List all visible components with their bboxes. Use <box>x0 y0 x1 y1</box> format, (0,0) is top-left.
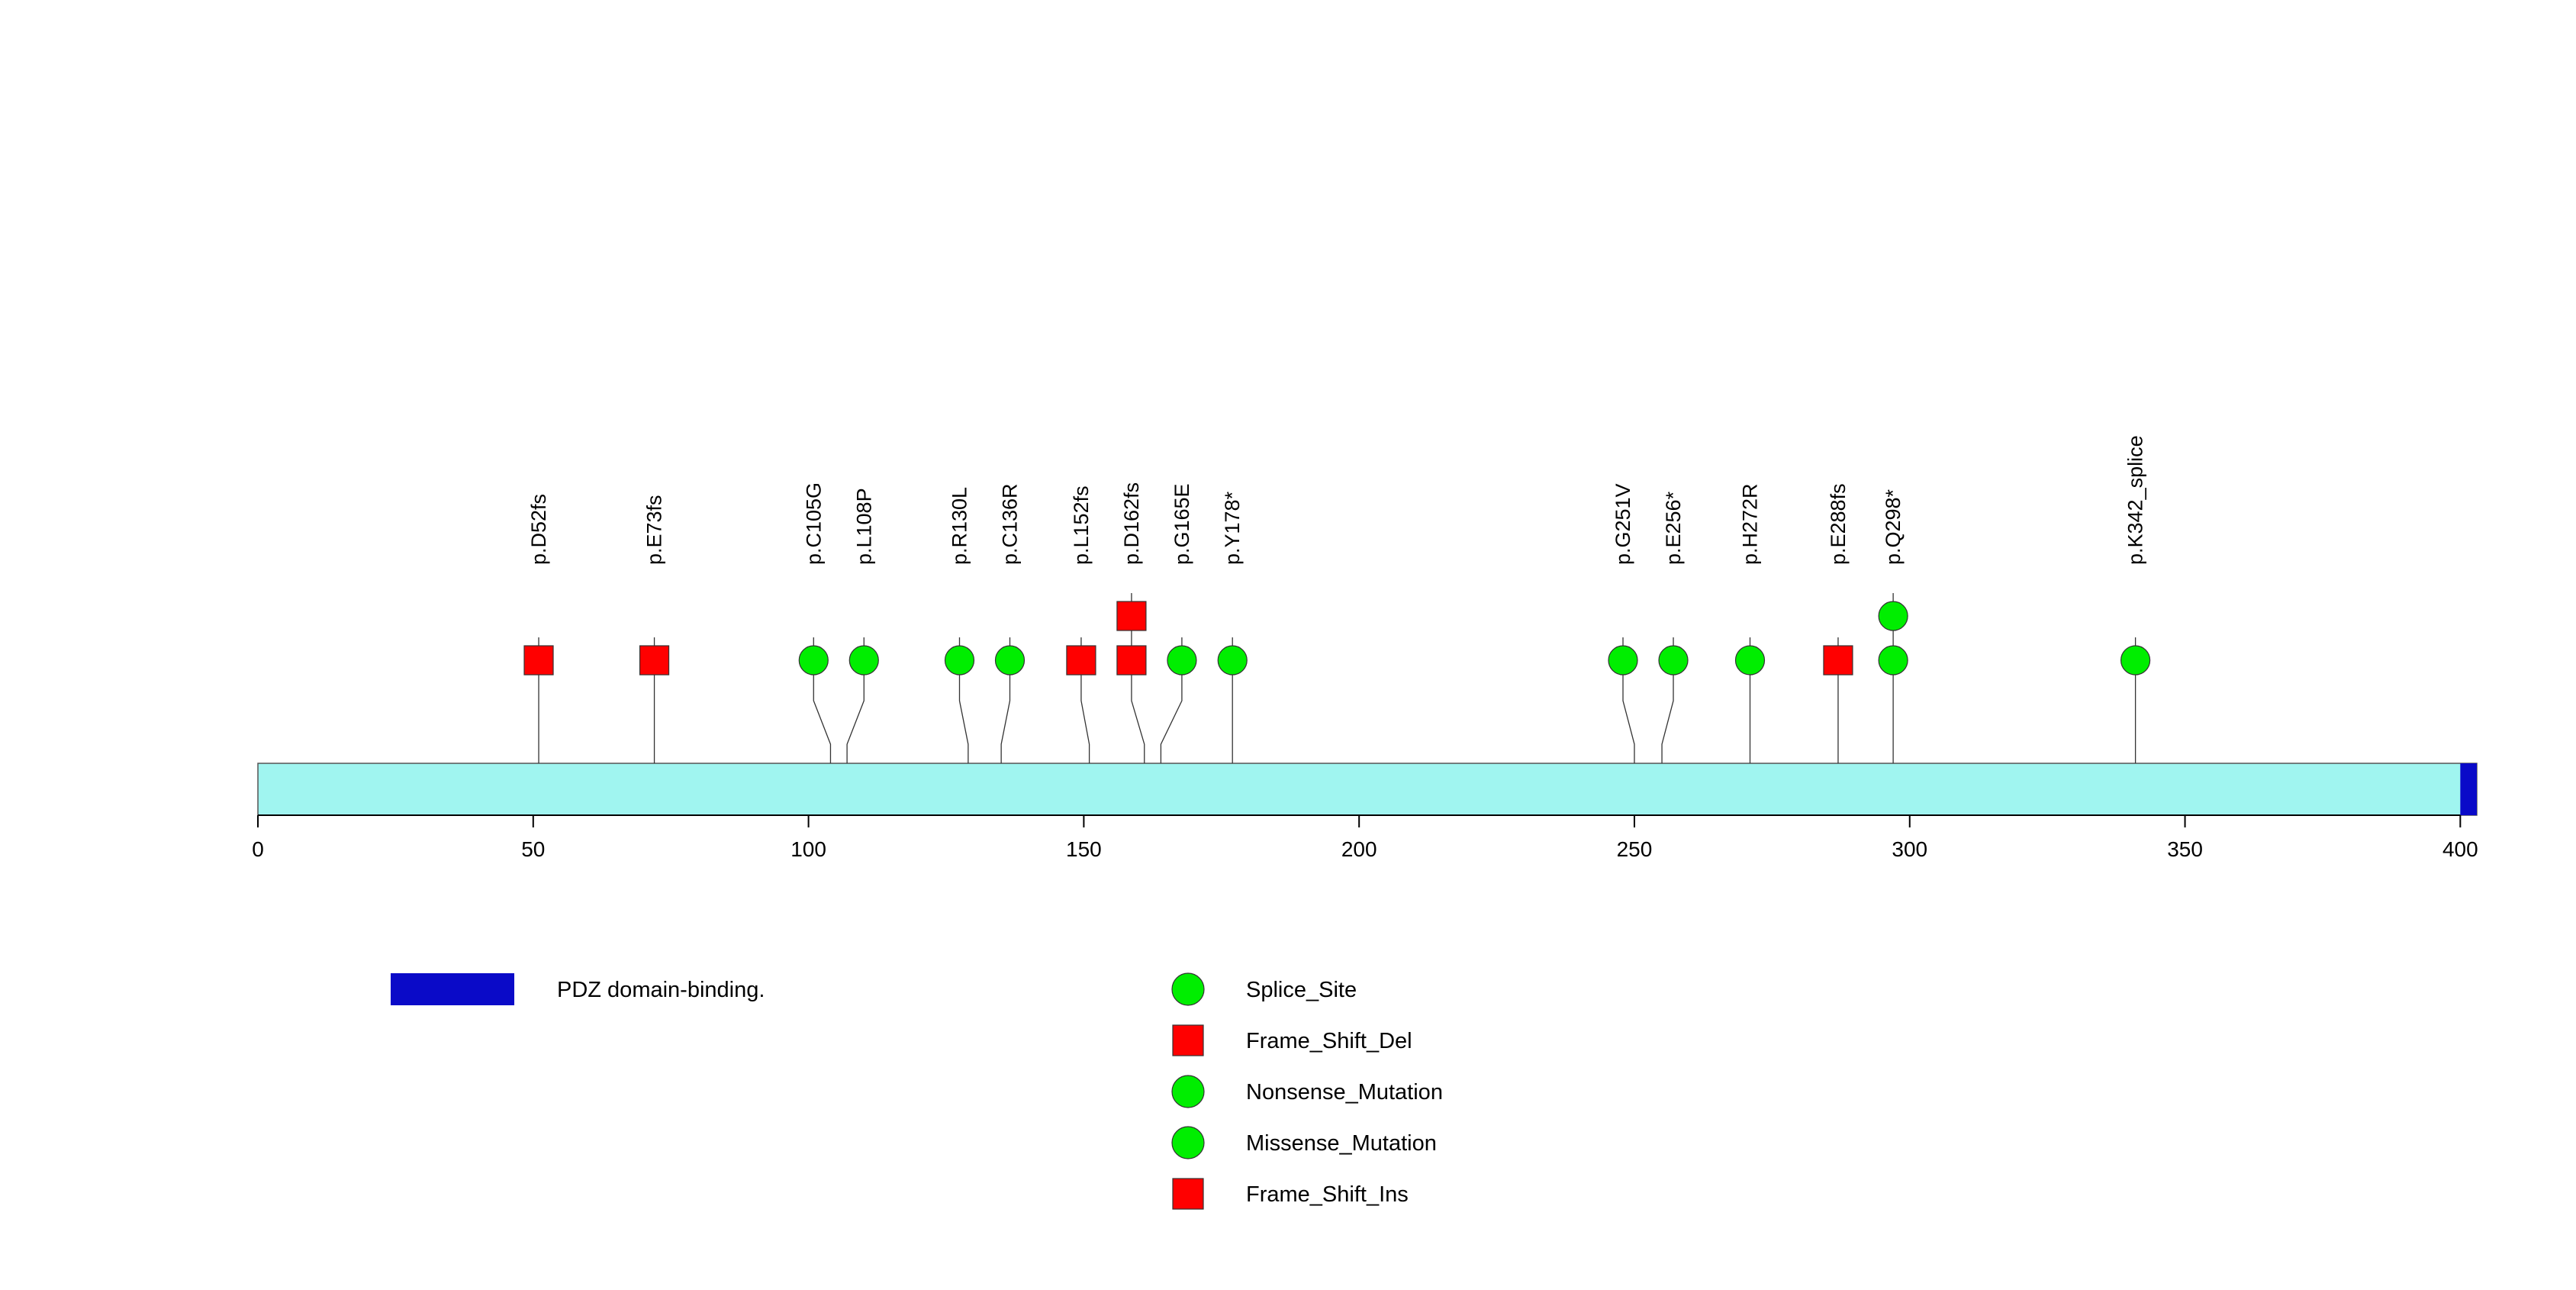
x-tick-label-150: 150 <box>1066 837 1102 861</box>
mutation-marker-circle <box>1217 645 1248 676</box>
mutation-lollipops: p.D52fs p.E73fs p.C105G p.L108P p.R130L p.C13… <box>523 435 2151 763</box>
mutation-marker-circle <box>994 645 1026 676</box>
legend-label: Missense_Mutation <box>1246 1131 1437 1156</box>
protein-backbone-group <box>257 763 2478 816</box>
x-tick-label-300: 300 <box>1892 837 1927 861</box>
mutation-marker-circle <box>1608 645 1638 676</box>
mutation-14: p.Q298* <box>1878 489 1908 763</box>
legend-label: Splice_Site <box>1246 978 1357 1002</box>
mutation-label: p.E73fs <box>643 495 666 565</box>
x-tick-label-0: 0 <box>252 837 264 861</box>
legend-marker-circle <box>1171 1075 1205 1108</box>
x-tick-label-400: 400 <box>2442 837 2478 861</box>
mutation-marker-square <box>523 645 554 676</box>
legend-marker-square <box>1172 1178 1204 1210</box>
x-tick-label-350: 350 <box>2167 837 2203 861</box>
mutation-2: p.C105G <box>798 482 832 763</box>
mutation-label: p.G165E <box>1170 483 1193 565</box>
mutation-marker-circle <box>1734 645 1766 676</box>
mutation-1: p.E73fs <box>639 495 670 763</box>
legend-marker-circle <box>1171 1126 1205 1159</box>
mutation-label: p.Q298* <box>1882 489 1905 565</box>
mutation-marker-circle <box>1878 645 1908 676</box>
mutation-label: p.E288fs <box>1827 483 1850 565</box>
mutation-label: p.L108P <box>852 488 875 565</box>
x-axis: 0 50 100 150 200 250 300 350 400 <box>252 814 2478 861</box>
legend-item-2: Nonsense_Mutation <box>1171 1075 1443 1108</box>
mutation-7: p.D162fs <box>1116 482 1147 763</box>
mutation-label: p.H272R <box>1739 483 1762 565</box>
legend: PDZ domain-binding. Splice_Site Frame_Shif… <box>391 972 1443 1210</box>
mutation-label: p.Y178* <box>1221 491 1244 565</box>
mutation-label: p.D52fs <box>527 494 550 565</box>
mutation-15: p.K342_splice <box>2120 435 2151 763</box>
mutation-0: p.D52fs <box>523 494 554 763</box>
legend-domain-swatch <box>391 973 514 1005</box>
x-tick-label-100: 100 <box>791 837 826 861</box>
domain-0 <box>2460 763 2477 815</box>
mutation-marker-circle <box>1167 645 1197 676</box>
legend-item-4: Frame_Shift_Ins <box>1172 1178 1409 1210</box>
mutation-marker-circle <box>798 645 829 676</box>
protein-backbone <box>257 763 2478 816</box>
mutation-5: p.C136R <box>994 483 1026 763</box>
legend-domain-label: PDZ domain-binding. <box>557 978 765 1002</box>
mutation-label: p.G251V <box>1612 483 1634 565</box>
mutation-label: p.R130L <box>948 487 971 565</box>
mutation-marker-square <box>1823 645 1853 676</box>
legend-item-0: Splice_Site <box>1171 972 1357 1006</box>
mutation-label: p.E256* <box>1662 491 1685 565</box>
mutation-marker-circle <box>848 645 879 676</box>
legend-label: Frame_Shift_Del <box>1246 1029 1412 1053</box>
mutation-4: p.R130L <box>944 487 975 763</box>
mutation-marker-square <box>1066 645 1096 676</box>
mutation-3: p.L108P <box>846 488 879 763</box>
mutation-marker-square <box>1116 601 1147 631</box>
legend-marker-circle <box>1171 972 1205 1006</box>
x-tick-label-250: 250 <box>1617 837 1653 861</box>
mutation-11: p.E256* <box>1658 491 1689 763</box>
mutation-label: p.K342_splice <box>2124 435 2147 565</box>
mutation-label: p.C136R <box>998 483 1021 565</box>
mutation-marker-square <box>1116 645 1147 676</box>
legend-label: Nonsense_Mutation <box>1246 1080 1443 1105</box>
mutation-6: p.L152fs <box>1066 485 1096 763</box>
mutation-label: p.D162fs <box>1120 482 1143 565</box>
mutation-label: p.C105G <box>802 482 825 565</box>
x-tick-label-50: 50 <box>521 837 545 861</box>
mutation-marker-circle <box>944 645 975 676</box>
legend-item-3: Missense_Mutation <box>1171 1126 1437 1159</box>
mutation-12: p.H272R <box>1734 483 1766 763</box>
mutation-marker-circle <box>1658 645 1689 676</box>
x-tick-label-200: 200 <box>1341 837 1377 861</box>
mutation-9: p.Y178* <box>1217 491 1248 763</box>
mutation-marker-circle <box>1878 601 1908 631</box>
legend-item-1: Frame_Shift_Del <box>1172 1024 1412 1056</box>
mutation-label: p.L152fs <box>1070 485 1093 565</box>
mutation-8: p.G165E <box>1160 483 1197 763</box>
mutation-marker-circle <box>2120 645 2151 676</box>
legend-label: Frame_Shift_Ins <box>1246 1182 1409 1207</box>
mutation-10: p.G251V <box>1608 483 1638 763</box>
mutation-13: p.E288fs <box>1823 483 1853 763</box>
legend-marker-square <box>1172 1024 1204 1056</box>
mutation-marker-square <box>639 645 670 676</box>
